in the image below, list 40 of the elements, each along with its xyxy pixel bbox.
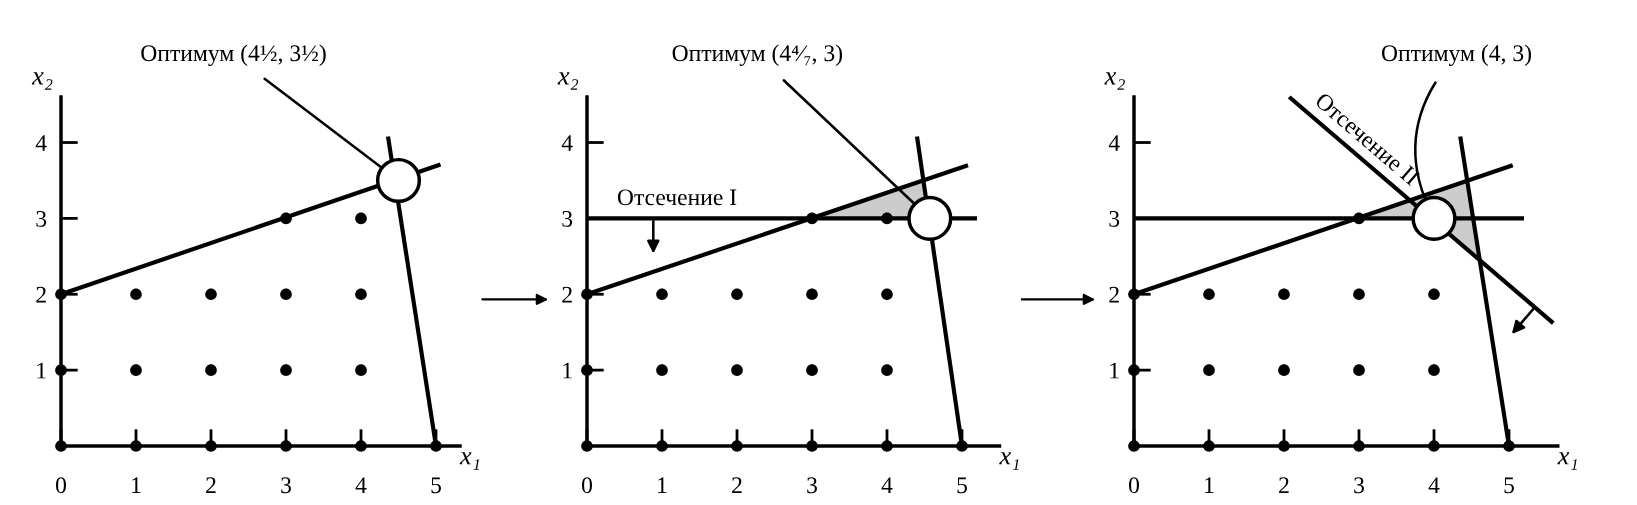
y-tick-label: 1 (37, 362, 46, 379)
x-tick-label: 3 (281, 477, 291, 494)
annotation: Оптимум (4, 3) (1381, 44, 1531, 67)
y-tick-label: 3 (36, 210, 47, 227)
y-axis-title: x₂ (1104, 72, 1125, 90)
x-tick-label: 0 (582, 477, 592, 494)
x-tick-label: 1 (1205, 477, 1214, 493)
y-axis-title: x₂ (31, 72, 53, 90)
x-tick-label: 3 (807, 477, 817, 494)
x-tick-label: 5 (1504, 477, 1514, 494)
x-tick-label: 5 (957, 477, 967, 494)
x-axis-title: x₁ (1557, 452, 1577, 470)
x-tick-label: 0 (56, 477, 66, 494)
y-tick-label: 4 (561, 135, 573, 151)
x-tick-label: 1 (132, 477, 141, 493)
x-tick-label: 3 (1354, 477, 1364, 494)
x-tick-label: 2 (1279, 477, 1289, 493)
x-tick-label: 5 (431, 477, 441, 494)
y-tick-label: 2 (562, 286, 572, 303)
y-tick-label: 3 (562, 210, 573, 227)
x-tick-label: 4 (881, 477, 893, 493)
x-tick-label: 0 (1129, 477, 1139, 494)
x-axis-title: x₁ (999, 452, 1019, 470)
x-axis-title: x₁ (459, 452, 480, 470)
y-tick-label: 4 (1108, 135, 1120, 151)
y-tick-label: 1 (563, 362, 572, 379)
y-axis-title: x₂ (557, 72, 579, 90)
annotation: Оптимум (4⁴⁄₇, 3) (672, 44, 843, 67)
y-tick-label: 4 (35, 135, 47, 151)
x-tick-label: 1 (658, 477, 667, 493)
y-tick-label: 2 (1109, 286, 1119, 303)
x-tick-label: 4 (355, 477, 367, 493)
annotation: Отсечение I (617, 189, 737, 206)
y-tick-label: 2 (36, 286, 46, 303)
x-tick-label: 2 (206, 477, 216, 493)
y-tick-label: 3 (1109, 210, 1120, 227)
y-tick-label: 1 (1110, 362, 1119, 379)
x-tick-label: 2 (732, 477, 742, 493)
x-tick-label: 4 (1428, 477, 1440, 493)
annotation: Оптимум (4½, 3½) (141, 44, 326, 67)
